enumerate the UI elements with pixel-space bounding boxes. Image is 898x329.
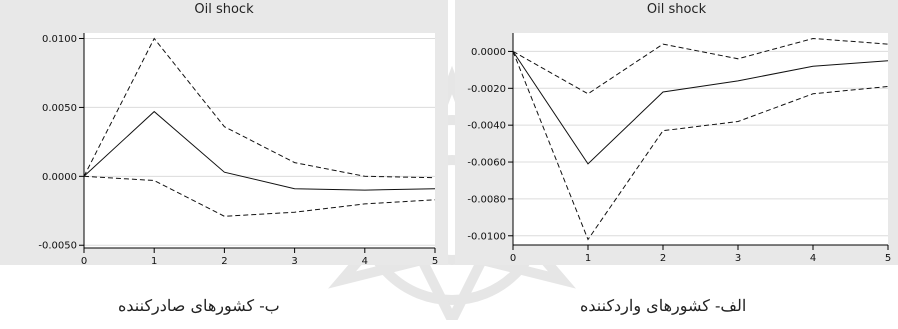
plot-area [84, 33, 435, 248]
x-tick-label: 4 [362, 256, 368, 265]
chart-panel-exporters: Oil shock 0.0100 0.0050 0.0000 -0.0050 0 1 2 3 4… [0, 0, 448, 265]
chart-plot-importers: 0.0000 -0.0020 -0.0040 -0.0060 -0.0080 -0.010… [455, 0, 898, 265]
y-tick-label: -0.0080 [467, 194, 506, 205]
x-tick-label: 5 [432, 256, 438, 265]
y-tick-label: -0.0040 [467, 121, 506, 132]
x-tick-label: 2 [660, 253, 666, 264]
y-tick-label: -0.0100 [467, 231, 506, 242]
y-tick-label: 0.0000 [471, 47, 506, 58]
x-tick-label: 1 [151, 256, 157, 265]
y-tick-label: 0.0100 [42, 34, 77, 45]
x-tick-label: 3 [735, 253, 741, 264]
x-tick-label: 0 [510, 253, 516, 264]
y-tick-label: -0.0060 [467, 158, 506, 169]
x-tick-label: 5 [885, 253, 891, 264]
x-tick-label: 4 [810, 253, 816, 264]
caption-importers: الف- کشورهای واردکننده [580, 296, 746, 315]
x-axis-label: s [698, 264, 703, 265]
caption-exporters: ب- کشورهای صادرکننده [118, 296, 280, 315]
y-tick-label: -0.0050 [38, 241, 77, 252]
y-tick-label: -0.0020 [467, 84, 506, 95]
chart-panel-importers: Oil shock 0.0000 -0.0020 -0.0040 -0.0060 -0.… [455, 0, 898, 265]
y-tick-label: 0.0050 [42, 103, 77, 114]
x-tick-label: 0 [81, 256, 87, 265]
x-tick-label: 3 [291, 256, 297, 265]
x-tick-label: 2 [221, 256, 227, 265]
y-tick-label: 0.0000 [42, 172, 77, 183]
x-tick-label: 1 [585, 253, 591, 264]
